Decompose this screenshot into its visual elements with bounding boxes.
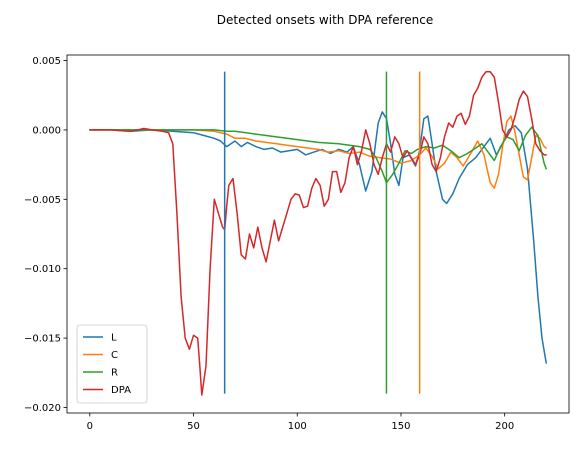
x-axis: 0 50 100 150 200 bbox=[87, 413, 514, 432]
legend-label-dpa: DPA bbox=[111, 385, 131, 396]
y-tick-label: 0.000 bbox=[32, 125, 61, 136]
legend-box bbox=[76, 324, 148, 404]
y-tick-label: −0.020 bbox=[24, 403, 61, 414]
series-line-r bbox=[89, 126, 547, 184]
series-line-c bbox=[89, 115, 547, 189]
x-tick-label: 200 bbox=[495, 421, 514, 432]
x-tick-label: 50 bbox=[187, 421, 200, 432]
series-line-dpa bbox=[89, 70, 547, 396]
y-tick-label: −0.015 bbox=[24, 334, 61, 345]
y-tick-label: 0.005 bbox=[32, 56, 61, 67]
onset-markers bbox=[223, 71, 421, 394]
legend-label-l: L bbox=[111, 333, 117, 344]
legend: LCR DPA bbox=[76, 324, 148, 404]
y-axis: 0.005 0.000 −0.005 −0.010 −0.015 −0.020 bbox=[24, 56, 67, 414]
x-tick-label: 0 bbox=[87, 421, 93, 432]
series-line-l bbox=[89, 111, 547, 364]
legend-label-c: C bbox=[111, 350, 118, 361]
y-tick-label: −0.005 bbox=[24, 195, 61, 206]
x-tick-label: 150 bbox=[391, 421, 410, 432]
y-tick-label: −0.010 bbox=[24, 264, 61, 275]
series-layer bbox=[89, 70, 547, 396]
x-tick-label: 100 bbox=[288, 421, 307, 432]
chart-title: Detected onsets with DPA reference bbox=[217, 13, 434, 27]
legend-label-r: R bbox=[111, 368, 118, 379]
plot-area-frame bbox=[66, 54, 570, 414]
